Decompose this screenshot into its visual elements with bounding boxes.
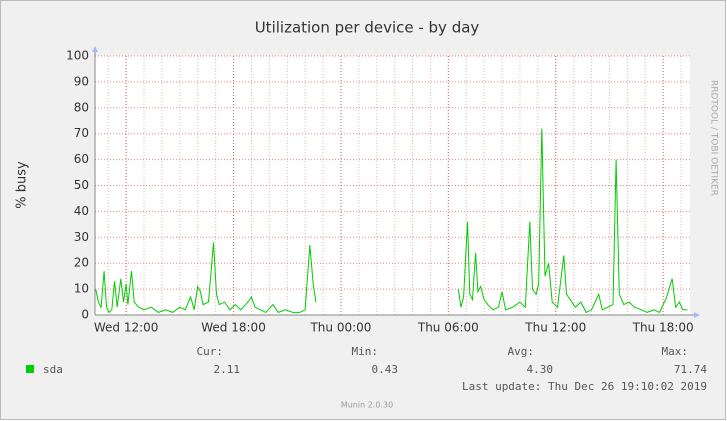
stat-value: 71.74 xyxy=(674,363,707,376)
legend-label: sda xyxy=(43,363,63,376)
x-tick-label: Thu 00:00 xyxy=(309,321,371,335)
y-arrow xyxy=(92,46,98,52)
x-tick-label: Wed 12:00 xyxy=(94,321,159,335)
x-tick-label: Wed 18:00 xyxy=(201,321,266,335)
stat-value: 2.11 xyxy=(214,363,241,376)
x-arrow xyxy=(694,312,700,318)
stat-header: Avg: xyxy=(508,345,535,358)
chart-title: Utilization per device - by day xyxy=(255,19,480,37)
y-tick-label: 20 xyxy=(74,256,89,270)
y-tick-label: 60 xyxy=(74,152,89,166)
legend-swatch xyxy=(26,365,34,373)
stat-header: Cur: xyxy=(197,345,224,358)
line xyxy=(95,128,688,314)
last-update: Last update: Thu Dec 26 19:10:02 2019 xyxy=(462,380,707,393)
y-tick-label: 100 xyxy=(66,49,89,63)
footer: Munin 2.0.30 xyxy=(341,401,393,410)
y-tick-label: 90 xyxy=(74,74,89,88)
grid xyxy=(95,55,690,316)
y-axis-label: % busy xyxy=(15,161,30,209)
y-tick-label: 10 xyxy=(74,282,89,296)
stat-header: Max: xyxy=(662,345,689,358)
marks xyxy=(95,128,688,314)
side-text: RRDTOOL / TOBI OETIKER xyxy=(709,80,719,196)
x-tick-label: Thu 12:00 xyxy=(524,321,586,335)
y-tick-label: 30 xyxy=(74,230,89,244)
y-tick-label: 80 xyxy=(74,100,89,114)
y-tick-label: 70 xyxy=(74,126,89,140)
x-tick-label: Thu 18:00 xyxy=(632,321,694,335)
stat-value: 4.30 xyxy=(527,363,554,376)
stat-header: Min: xyxy=(352,345,379,358)
y-tick-label: 0 xyxy=(81,308,89,322)
y-tick-label: 40 xyxy=(74,204,89,218)
y-tick-label: 50 xyxy=(74,178,89,192)
x-tick-label: Thu 06:00 xyxy=(417,321,479,335)
stat-value: 0.43 xyxy=(372,363,399,376)
